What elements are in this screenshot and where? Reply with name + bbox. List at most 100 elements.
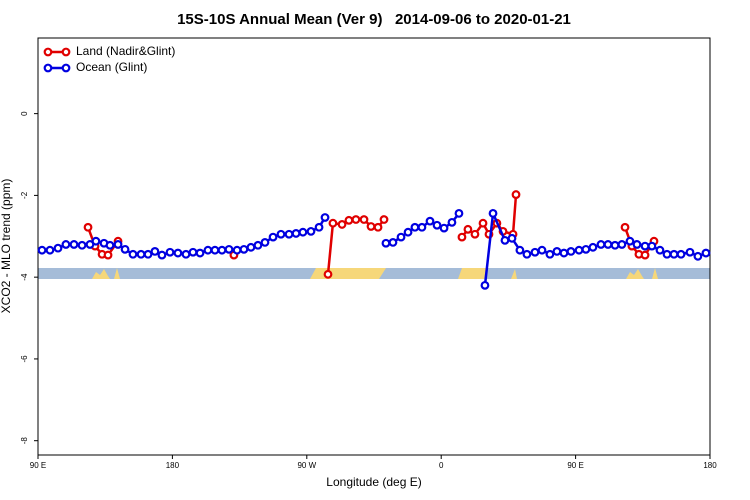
data-point xyxy=(188,247,198,257)
data-point xyxy=(439,223,449,233)
data-point xyxy=(181,249,191,259)
data-point xyxy=(320,213,330,222)
data-point xyxy=(224,244,234,254)
data-point xyxy=(381,238,391,248)
legend-marker xyxy=(43,63,53,73)
data-point xyxy=(120,244,130,254)
land-area xyxy=(626,269,644,279)
data-point xyxy=(103,250,113,260)
data-point xyxy=(559,248,569,258)
data-point xyxy=(620,222,630,232)
data-point xyxy=(69,240,79,249)
legend-label: Land (Nadir&Glint) xyxy=(76,44,175,58)
data-point xyxy=(268,232,278,242)
data-point xyxy=(478,218,488,228)
data-point xyxy=(410,222,420,232)
data-point xyxy=(379,215,389,224)
data-point xyxy=(470,229,480,239)
data-point xyxy=(480,280,490,290)
data-point xyxy=(298,227,308,237)
x-tick-label: 90 W xyxy=(297,461,316,470)
data-point xyxy=(617,240,627,249)
data-point xyxy=(511,190,521,199)
data-point xyxy=(454,208,464,218)
x-tick-label: 180 xyxy=(166,461,180,470)
data-point xyxy=(83,222,93,232)
data-point xyxy=(143,249,153,259)
x-tick-label: 0 xyxy=(439,461,444,470)
data-point xyxy=(596,240,606,249)
y-tick-label: -6 xyxy=(20,355,29,363)
data-point xyxy=(581,244,591,254)
data-point xyxy=(457,232,467,242)
y-tick-label: -2 xyxy=(20,191,29,199)
data-point xyxy=(632,240,642,249)
data-point xyxy=(165,247,175,257)
x-tick-label: 90 E xyxy=(30,461,46,470)
data-point xyxy=(232,245,242,255)
data-point xyxy=(128,249,138,259)
data-point xyxy=(314,222,324,232)
data-point xyxy=(136,249,146,259)
data-point xyxy=(676,249,686,259)
data-point xyxy=(260,238,270,247)
data-point xyxy=(37,245,47,255)
legend-label: Ocean (Glint) xyxy=(76,60,147,74)
data-point xyxy=(403,227,413,237)
x-tick-label: 180 xyxy=(703,461,717,470)
data-point xyxy=(432,220,442,230)
data-point xyxy=(291,229,301,238)
chart-title: 15S-10S Annual Mean (Ver 9) 2014-09-06 t… xyxy=(177,11,571,28)
legend-marker xyxy=(43,47,53,57)
data-point xyxy=(507,233,517,243)
data-point xyxy=(388,238,398,247)
data-point xyxy=(425,216,435,226)
data-point xyxy=(603,240,613,249)
data-point xyxy=(246,242,256,252)
data-point xyxy=(157,250,167,260)
data-point xyxy=(640,250,650,260)
land-area xyxy=(511,269,517,279)
data-point xyxy=(203,245,213,255)
plot-frame xyxy=(37,37,711,456)
data-point xyxy=(173,248,183,258)
data-point xyxy=(647,241,657,251)
data-point xyxy=(669,249,679,259)
data-point xyxy=(210,245,220,255)
data-point xyxy=(655,245,665,255)
data-point xyxy=(45,245,55,255)
data-point xyxy=(217,245,227,255)
data-point xyxy=(61,240,71,249)
data-point xyxy=(396,232,406,242)
legend-marker xyxy=(61,47,71,57)
land-area xyxy=(114,268,120,279)
data-point xyxy=(610,240,620,250)
data-point xyxy=(693,251,703,261)
data-point xyxy=(359,215,369,224)
data-point xyxy=(574,245,584,255)
data-point xyxy=(113,240,123,249)
data-point xyxy=(195,248,205,258)
land-area xyxy=(652,268,658,279)
data-point xyxy=(91,236,101,246)
data-point xyxy=(500,235,510,245)
data-point xyxy=(447,217,457,227)
data-point xyxy=(253,240,263,250)
data-point xyxy=(515,245,525,255)
data-point xyxy=(417,222,427,232)
data-point xyxy=(366,222,376,231)
data-point xyxy=(53,243,63,253)
land-area xyxy=(92,269,110,279)
data-point xyxy=(337,220,347,229)
x-axis-label: Longitude (deg E) xyxy=(326,475,421,489)
data-point xyxy=(530,247,540,257)
y-axis-label: XCO2 - MLO trend (ppm) xyxy=(0,179,13,314)
data-point xyxy=(488,208,498,218)
data-point xyxy=(566,247,576,256)
data-point xyxy=(625,236,635,246)
data-point xyxy=(328,218,338,228)
data-point xyxy=(640,241,650,251)
data-point xyxy=(552,247,562,256)
data-point xyxy=(239,244,249,254)
y-tick-label: -4 xyxy=(20,273,29,281)
